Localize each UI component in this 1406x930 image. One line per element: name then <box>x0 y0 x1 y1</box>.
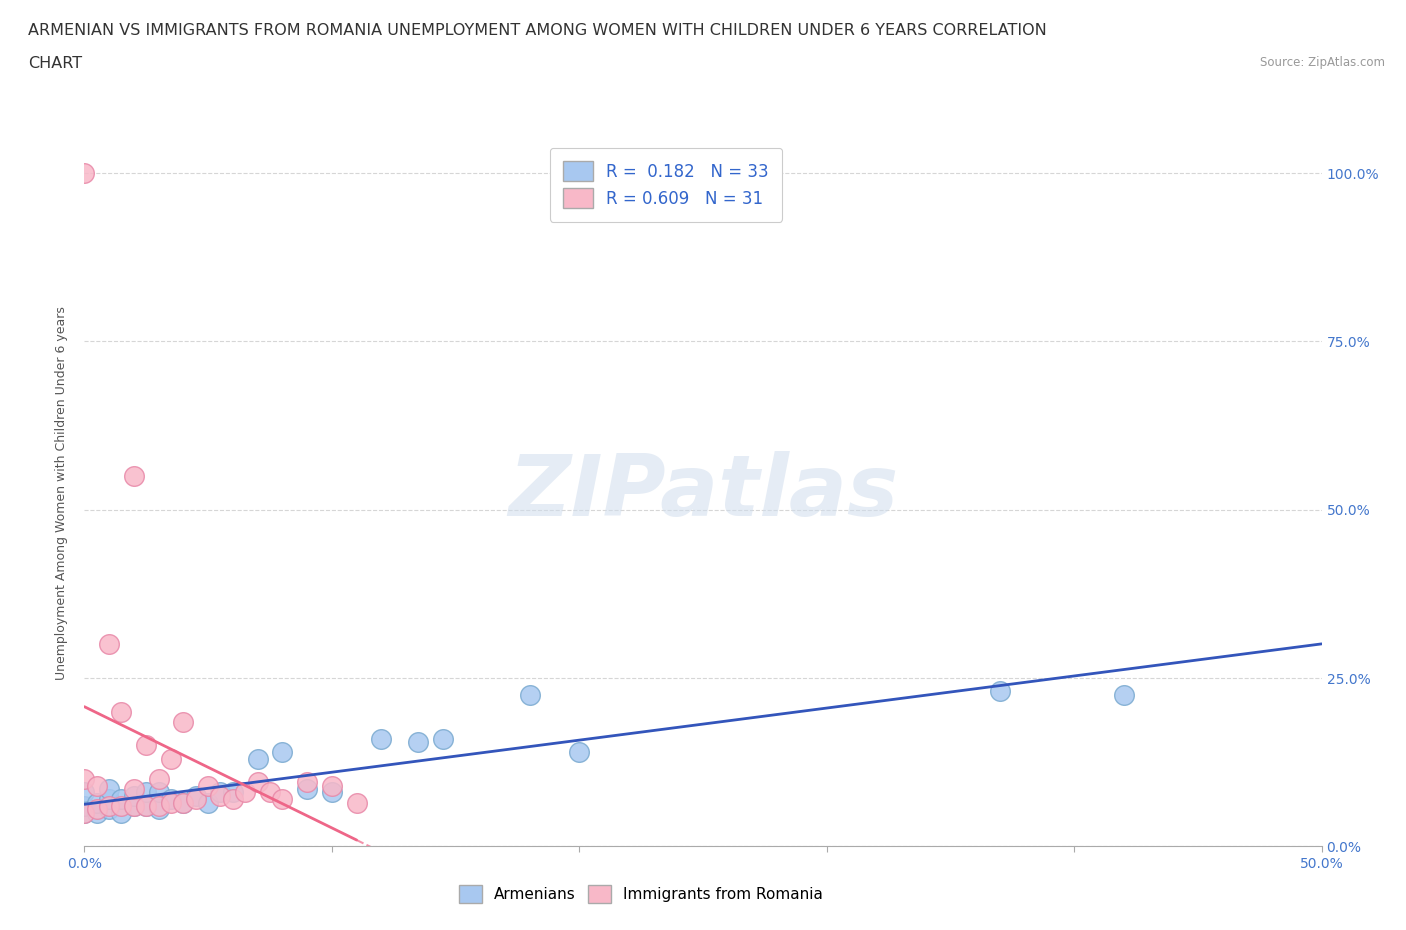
Text: ARMENIAN VS IMMIGRANTS FROM ROMANIA UNEMPLOYMENT AMONG WOMEN WITH CHILDREN UNDER: ARMENIAN VS IMMIGRANTS FROM ROMANIA UNEM… <box>28 23 1047 38</box>
Point <box>98 791 121 806</box>
Point <box>148 785 170 800</box>
Point <box>98 637 121 652</box>
Point <box>86 802 108 817</box>
Point <box>988 684 1011 699</box>
Point <box>160 795 183 810</box>
Point <box>321 785 343 800</box>
Point <box>73 772 96 787</box>
Point <box>98 799 121 814</box>
Point <box>148 799 170 814</box>
Point <box>73 785 96 800</box>
Point <box>98 781 121 796</box>
Point <box>160 791 183 806</box>
Point <box>209 785 232 800</box>
Point <box>246 775 269 790</box>
Point <box>86 778 108 793</box>
Point <box>408 735 430 750</box>
Point <box>135 785 157 800</box>
Point <box>98 802 121 817</box>
Point <box>233 785 256 800</box>
Point <box>209 789 232 804</box>
Point <box>135 737 157 752</box>
Point <box>110 704 132 719</box>
Point <box>197 778 219 793</box>
Point <box>172 795 194 810</box>
Point <box>432 731 454 746</box>
Point <box>172 795 194 810</box>
Point <box>148 772 170 787</box>
Point <box>197 795 219 810</box>
Point <box>86 805 108 820</box>
Point <box>135 799 157 814</box>
Point <box>122 469 145 484</box>
Point <box>110 791 132 806</box>
Point <box>86 795 108 810</box>
Text: Source: ZipAtlas.com: Source: ZipAtlas.com <box>1260 56 1385 69</box>
Point <box>73 799 96 814</box>
Legend: Armenians, Immigrants from Romania: Armenians, Immigrants from Romania <box>453 879 830 910</box>
Point <box>271 745 294 760</box>
Point <box>172 714 194 729</box>
Point <box>148 802 170 817</box>
Point <box>160 751 183 766</box>
Point <box>73 805 96 820</box>
Point <box>519 687 541 702</box>
Point <box>370 731 392 746</box>
Point <box>184 791 207 806</box>
Point <box>110 805 132 820</box>
Text: ZIPatlas: ZIPatlas <box>508 451 898 535</box>
Point <box>246 751 269 766</box>
Point <box>222 785 245 800</box>
Point <box>184 789 207 804</box>
Point <box>110 799 132 814</box>
Point <box>73 166 96 180</box>
Point <box>122 789 145 804</box>
Point <box>122 799 145 814</box>
Point <box>222 791 245 806</box>
Point <box>1112 687 1135 702</box>
Point <box>346 795 368 810</box>
Point <box>321 778 343 793</box>
Point <box>135 799 157 814</box>
Point <box>295 781 318 796</box>
Point <box>122 781 145 796</box>
Point <box>568 745 591 760</box>
Point <box>73 805 96 820</box>
Point <box>122 799 145 814</box>
Point <box>295 775 318 790</box>
Point <box>259 785 281 800</box>
Point <box>271 791 294 806</box>
Text: CHART: CHART <box>28 56 82 71</box>
Y-axis label: Unemployment Among Women with Children Under 6 years: Unemployment Among Women with Children U… <box>55 306 69 680</box>
